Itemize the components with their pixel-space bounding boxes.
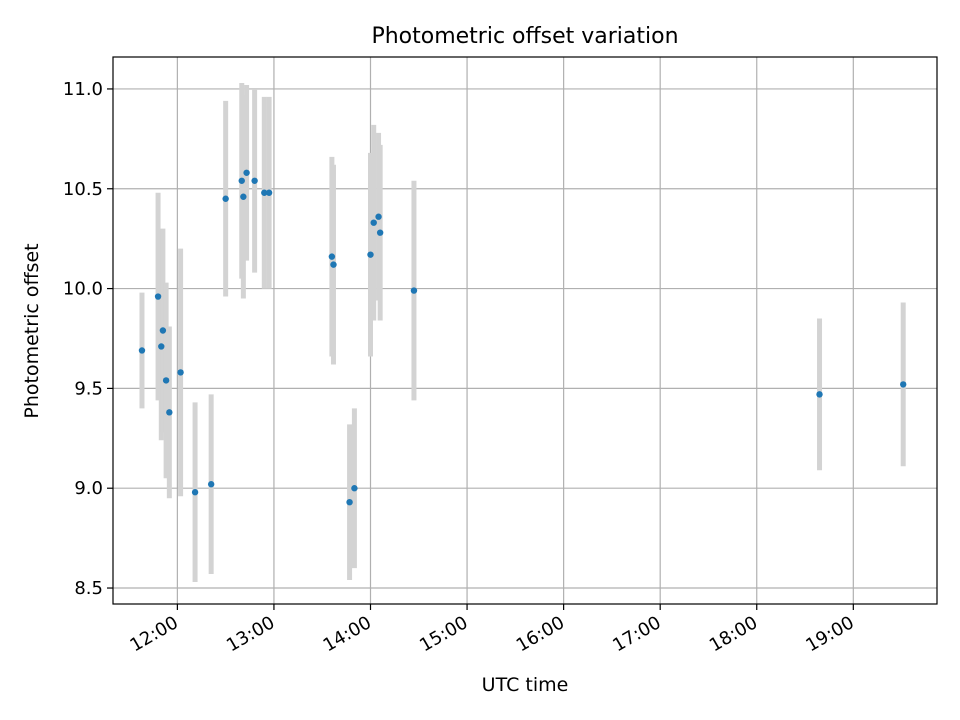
data-point xyxy=(191,489,199,496)
y-tick-label: 10.5 xyxy=(63,179,103,200)
y-tick-label: 9.0 xyxy=(74,478,103,499)
data-point xyxy=(816,391,823,398)
data-point xyxy=(376,229,384,236)
data-point xyxy=(900,381,907,388)
data-point xyxy=(370,219,377,226)
data-point xyxy=(240,193,247,200)
y-tick-label: 8.5 xyxy=(74,578,103,599)
data-point xyxy=(162,377,170,384)
chart-title: Photometric offset variation xyxy=(371,24,678,49)
data-point xyxy=(346,498,353,506)
data-point xyxy=(222,195,229,202)
data-point xyxy=(138,347,146,354)
data-point xyxy=(166,409,173,416)
data-point xyxy=(158,343,165,350)
data-point xyxy=(328,253,336,260)
data-point xyxy=(351,485,358,492)
data-point xyxy=(367,251,374,258)
data-point xyxy=(375,213,382,220)
data-point xyxy=(410,287,418,294)
data-point xyxy=(243,169,250,176)
y-axis-label: Photometric offset xyxy=(21,243,43,418)
point-layer xyxy=(138,169,907,506)
x-axis-label: UTC time xyxy=(482,674,569,696)
data-point xyxy=(251,177,258,184)
y-tick-label: 11.0 xyxy=(63,79,103,100)
data-point xyxy=(177,369,184,376)
data-point xyxy=(265,189,273,196)
data-point xyxy=(159,327,167,334)
data-point xyxy=(261,189,268,196)
y-tick-label: 9.5 xyxy=(74,378,103,399)
plot-frame xyxy=(112,56,938,605)
data-point xyxy=(207,481,215,488)
data-point xyxy=(238,177,245,184)
data-point xyxy=(330,261,337,268)
data-point xyxy=(154,293,162,300)
y-tick-label: 10.0 xyxy=(63,279,103,300)
